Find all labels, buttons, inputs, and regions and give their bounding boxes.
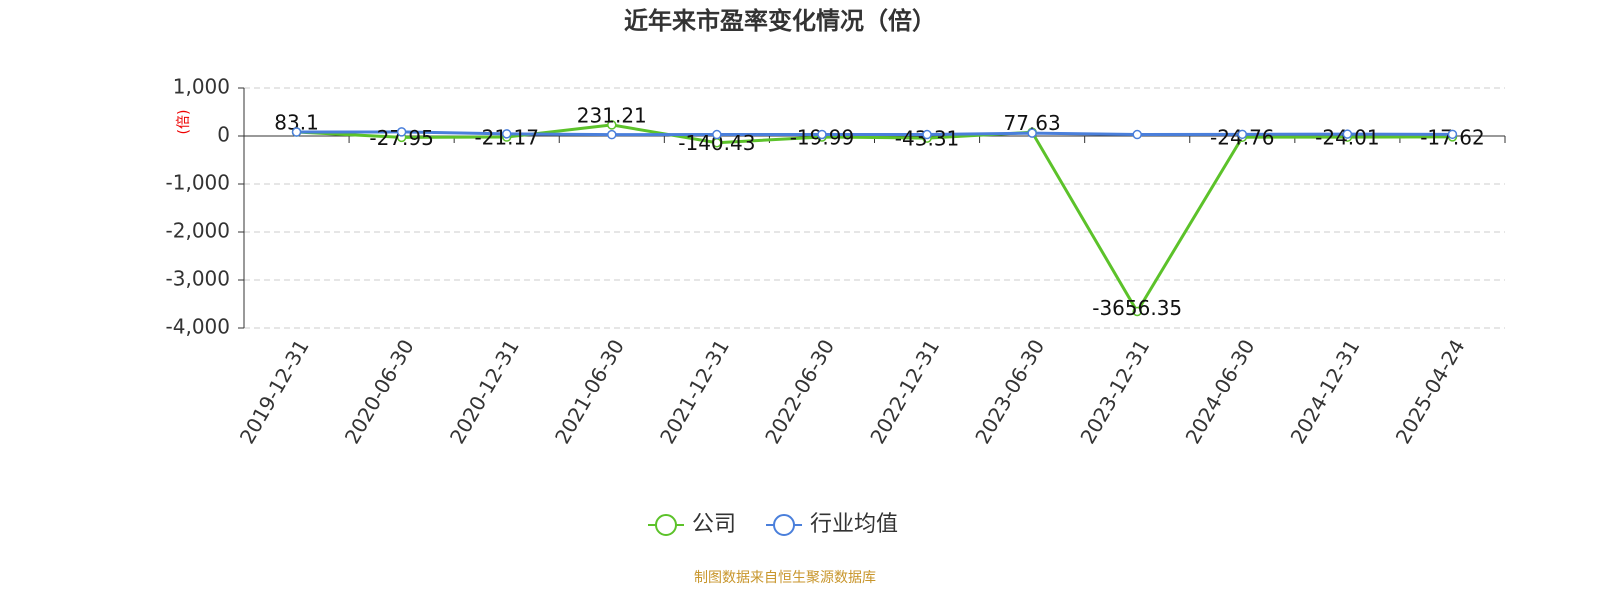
point xyxy=(607,120,617,130)
point xyxy=(1447,129,1458,140)
data-label: -3656.35 xyxy=(1092,296,1182,320)
series-line xyxy=(296,130,1453,137)
x-tick-label: 2022-12-31 xyxy=(865,335,944,448)
y-tick-label: 0 xyxy=(217,123,230,147)
y-tick-label: -4,000 xyxy=(166,315,230,339)
y-tick-label: -3,000 xyxy=(166,267,230,291)
point xyxy=(817,129,827,140)
legend-label: 公司 xyxy=(692,512,736,537)
point xyxy=(1027,128,1037,138)
legend-label: 行业均值 xyxy=(810,512,898,537)
point xyxy=(607,129,617,140)
x-tick-label: 2024-06-30 xyxy=(1180,335,1259,448)
point xyxy=(1342,129,1353,139)
source-note: 制图数据来自恒生聚源数据库 xyxy=(694,570,876,586)
point xyxy=(396,127,407,137)
x-tick-label: 2025-04-24 xyxy=(1391,335,1470,448)
y-tick-label: 1,000 xyxy=(173,75,230,99)
legend-marker xyxy=(773,514,796,536)
x-tick-label: 2023-12-31 xyxy=(1075,335,1154,448)
x-tick-label: 2022-06-30 xyxy=(760,335,839,448)
x-tick-label: 2019-12-31 xyxy=(235,335,314,448)
legend-item: 公司 xyxy=(648,512,736,537)
legend-item: 行业均值 xyxy=(766,512,898,537)
x-tick-label: 2021-12-31 xyxy=(655,335,734,448)
point xyxy=(1132,306,1142,317)
data-label: 231.21 xyxy=(577,103,647,127)
x-tick-label: 2021-06-30 xyxy=(550,335,629,448)
x-tick-label: 2020-06-30 xyxy=(340,335,419,448)
point xyxy=(1237,129,1248,140)
point xyxy=(501,129,512,139)
y-tick-label: -1,000 xyxy=(166,171,230,195)
chart-title: 近年来市盈率变化情况（倍） xyxy=(624,7,936,35)
y-axis-label: (倍) xyxy=(176,110,192,135)
point xyxy=(1132,129,1142,140)
legend-marker xyxy=(655,514,677,536)
x-tick-label: 2024-12-31 xyxy=(1286,335,1365,448)
point xyxy=(712,129,722,140)
point xyxy=(922,129,932,140)
x-tick-label: 2020-12-31 xyxy=(445,335,524,448)
y-tick-label: -2,000 xyxy=(166,219,230,243)
series-line xyxy=(296,123,1453,315)
point xyxy=(291,127,302,137)
x-tick-label: 2023-06-30 xyxy=(970,335,1049,448)
